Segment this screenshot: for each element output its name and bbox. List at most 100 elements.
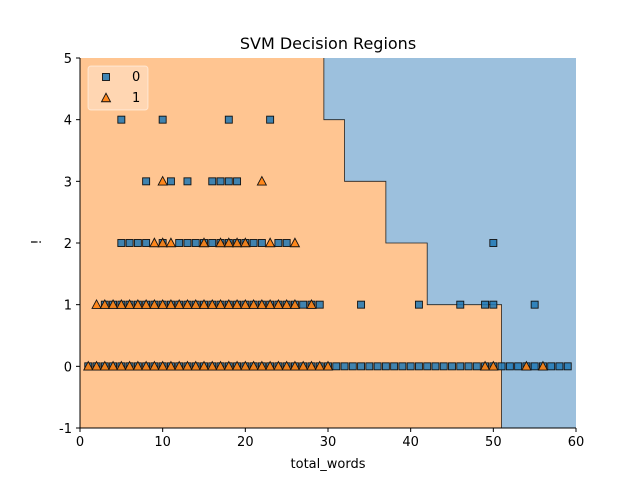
data-point-class-1 <box>190 360 201 371</box>
y-tick-label: 1 <box>64 299 72 314</box>
data-point-class-0 <box>208 177 217 186</box>
data-point-class-0 <box>414 300 423 309</box>
data-point-class-0 <box>431 362 440 371</box>
data-point-class-1 <box>256 298 268 309</box>
data-point-class-0 <box>439 362 448 371</box>
data-point-class-0 <box>489 239 498 247</box>
y-axis-label: ! <box>30 239 45 244</box>
data-point-class-1 <box>537 360 549 371</box>
y-tick-label: 2 <box>64 237 72 252</box>
data-point-class-1 <box>264 237 276 248</box>
data-point-class-1 <box>157 298 168 309</box>
data-point-class-0 <box>464 362 473 371</box>
y-tick-label: 3 <box>64 175 72 190</box>
x-tick-label: 20 <box>237 435 254 450</box>
data-point-class-0 <box>166 177 175 186</box>
data-point-class-0 <box>224 177 233 186</box>
data-point-class-0 <box>390 362 399 371</box>
data-point-class-1 <box>297 360 309 371</box>
data-point-class-1 <box>256 360 268 371</box>
data-point-class-0 <box>266 115 275 124</box>
data-point-class-1 <box>479 360 491 371</box>
data-point-class-1 <box>165 298 177 309</box>
data-point-class-1 <box>99 298 111 309</box>
data-point-class-1 <box>132 360 144 371</box>
data-point-class-1 <box>124 298 135 309</box>
data-point-class-1 <box>132 298 144 309</box>
data-point-class-1 <box>314 360 325 371</box>
legend-label-class-1: 1 <box>132 91 140 106</box>
data-point-class-1 <box>149 237 160 248</box>
data-point-class-0 <box>315 300 324 309</box>
data-point-class-1 <box>264 360 276 371</box>
data-point-class-0 <box>125 239 134 247</box>
data-point-class-1 <box>116 360 127 371</box>
data-point-class-0 <box>257 239 266 247</box>
data-point-class-0 <box>456 300 465 309</box>
data-point-class-0 <box>514 362 523 371</box>
y-tick-label: 5 <box>64 52 72 67</box>
data-point-class-1 <box>149 360 160 371</box>
data-point-class-1 <box>215 298 226 309</box>
data-point-class-1 <box>240 360 251 371</box>
data-point-class-1 <box>306 298 317 309</box>
data-point-class-1 <box>91 360 102 371</box>
data-point-class-1 <box>198 360 210 371</box>
data-point-class-1 <box>289 237 301 248</box>
legend-marker-class-1 <box>100 92 112 103</box>
data-point-class-1 <box>223 237 235 248</box>
x-tick-label: 50 <box>485 435 502 450</box>
data-point-class-0 <box>340 362 349 371</box>
data-point-class-0 <box>373 362 382 371</box>
data-point-class-1 <box>289 360 301 371</box>
data-point-class-1 <box>198 298 210 309</box>
data-point-class-0 <box>249 239 258 247</box>
data-point-class-0 <box>398 362 407 371</box>
data-point-class-0 <box>183 239 192 247</box>
data-point-class-1 <box>198 237 210 248</box>
data-point-class-1 <box>281 298 292 309</box>
data-point-class-0 <box>224 115 233 124</box>
x-tick-label: 60 <box>568 435 585 450</box>
data-point-class-0 <box>282 239 291 247</box>
data-point-class-0 <box>505 362 514 371</box>
data-point-class-1 <box>289 298 301 309</box>
data-point-class-1 <box>107 360 119 371</box>
y-tick-label: -1 <box>59 422 72 437</box>
data-point-class-0 <box>208 239 217 247</box>
data-point-class-1 <box>140 298 152 309</box>
data-point-class-1 <box>231 298 243 309</box>
data-point-class-0 <box>357 300 366 309</box>
data-point-class-0 <box>472 362 481 371</box>
data-point-class-1 <box>223 298 235 309</box>
data-point-class-0 <box>183 177 192 186</box>
data-point-class-1 <box>140 360 152 371</box>
data-point-class-0 <box>481 300 490 309</box>
data-point-class-0 <box>348 362 357 371</box>
data-point-class-0 <box>423 362 432 371</box>
data-point-class-1 <box>322 360 334 371</box>
data-point-class-0 <box>406 362 415 371</box>
data-point-class-1 <box>182 298 193 309</box>
data-point-class-1 <box>248 360 259 371</box>
data-point-class-0 <box>357 362 366 371</box>
data-point-class-0 <box>191 239 200 247</box>
data-point-class-0 <box>332 362 341 371</box>
data-point-class-0 <box>555 362 564 371</box>
data-point-class-1 <box>165 360 177 371</box>
data-point-class-1 <box>182 360 193 371</box>
data-point-class-0 <box>117 239 126 247</box>
data-point-class-1 <box>488 360 499 371</box>
data-point-class-0 <box>299 300 308 309</box>
data-point-class-0 <box>274 239 283 247</box>
data-point-class-1 <box>157 237 168 248</box>
data-point-class-0 <box>448 362 456 371</box>
data-point-class-0 <box>117 115 126 124</box>
data-point-class-1 <box>157 360 168 371</box>
data-point-class-1 <box>521 360 532 371</box>
data-point-class-1 <box>83 360 94 371</box>
plot-area <box>80 58 576 428</box>
data-point-class-0 <box>497 362 506 371</box>
data-point-class-1 <box>264 298 276 309</box>
